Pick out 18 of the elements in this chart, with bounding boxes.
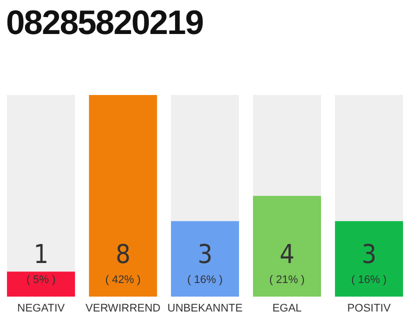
data-label: 3 xyxy=(198,240,212,270)
annotation: ( 16% ) xyxy=(351,274,387,286)
x-tick-label: VERWIRREND xyxy=(86,302,161,314)
data-label: 1 xyxy=(34,240,48,270)
data-label: 3 xyxy=(362,240,376,270)
annotation: ( 42% ) xyxy=(105,274,141,286)
annotation: ( 21% ) xyxy=(269,274,305,286)
x-tick-label: NEGATIV xyxy=(17,302,66,314)
x-tick-label: UNBEKANNTE xyxy=(167,302,243,314)
annotation: ( 16% ) xyxy=(187,274,223,286)
data-label: 8 xyxy=(116,240,130,270)
x-tick-label: EGAL xyxy=(272,302,302,314)
bar xyxy=(88,95,158,297)
data-label: 4 xyxy=(280,240,294,270)
chart-title: 08285820219 xyxy=(6,3,204,44)
bar xyxy=(6,272,76,297)
annotation: ( 5% ) xyxy=(26,274,56,286)
x-tick-label: POSITIV xyxy=(347,302,392,314)
